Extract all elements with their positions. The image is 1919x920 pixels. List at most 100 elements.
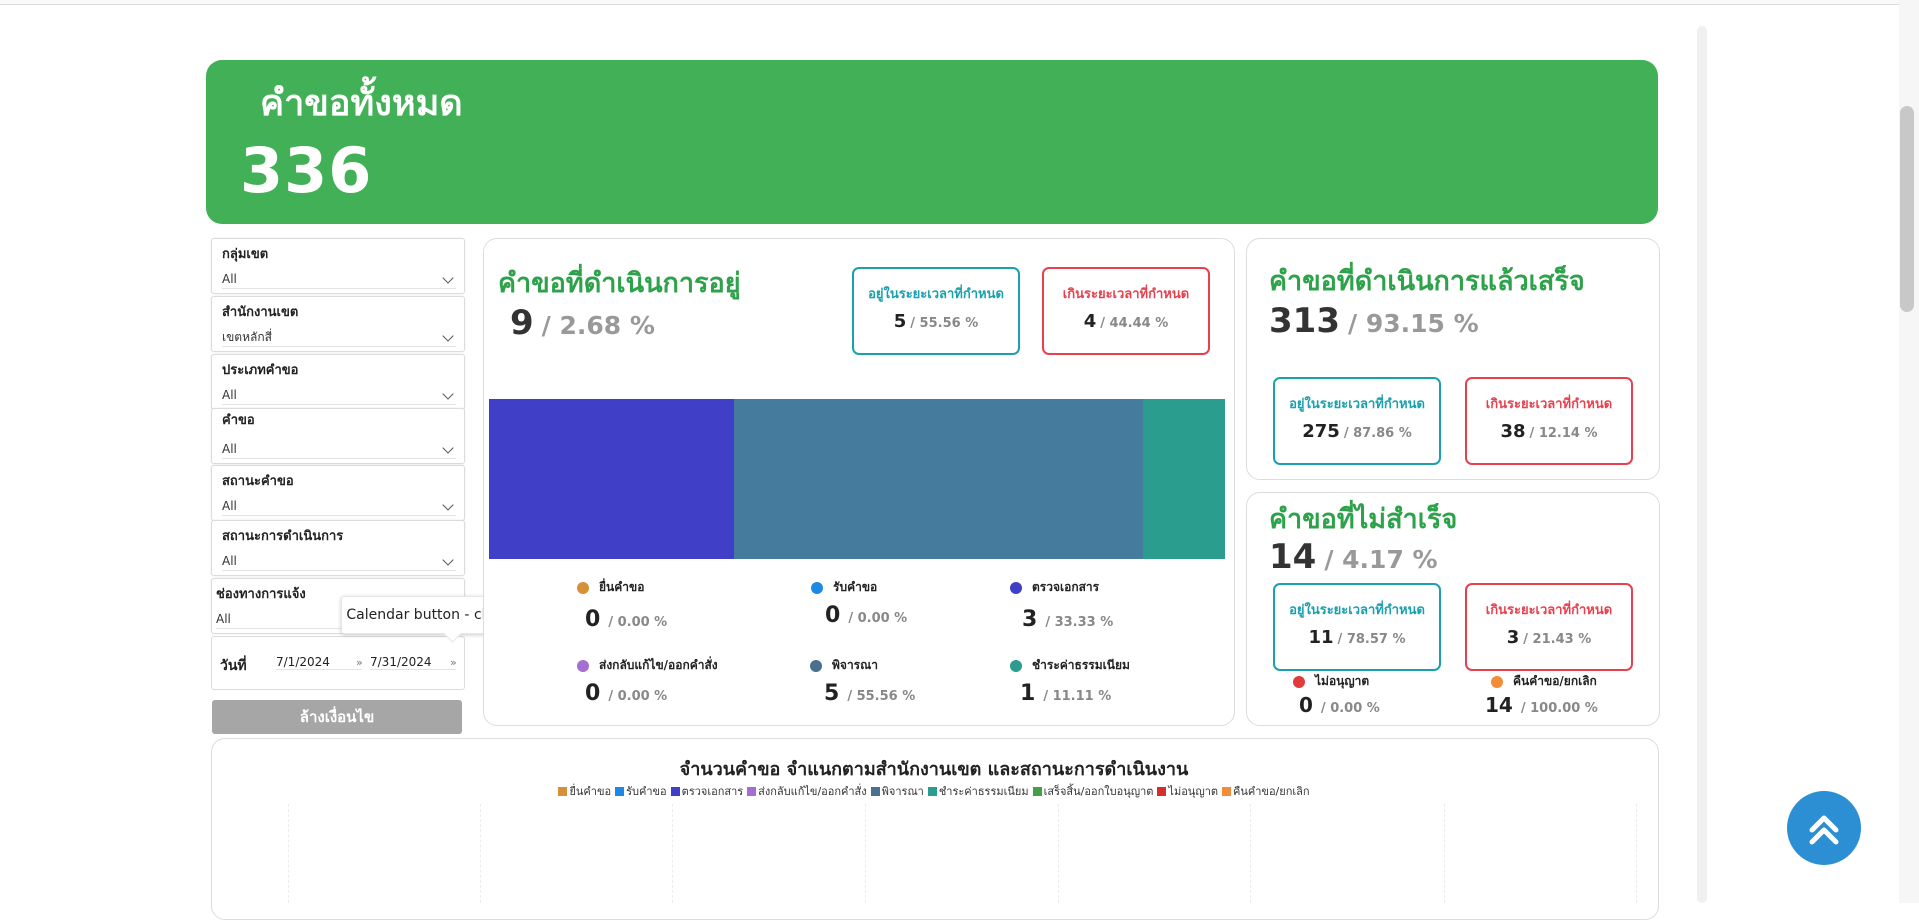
count-percent: / 4.17 % [1324,545,1438,574]
chevron-down-icon [442,272,454,284]
filter-label: สำนักงานเขต [222,305,299,320]
filter-request-status[interactable]: สถานะคำขอ All [211,465,465,521]
box-label: เกินระยะเวลาที่กำหนด [1485,603,1613,618]
filter-district-office[interactable]: สำนักงานเขต เขตหลักสี่ [211,296,465,352]
box-percent: / 44.44 % [1100,316,1169,331]
legend-dot [1010,659,1022,672]
stat-submit: ยื่นคำขอ 0 / 0.00 % [577,578,667,632]
filter-select[interactable]: All [216,610,456,629]
gridline [288,804,289,903]
start-date-input[interactable]: 7/1/2024 [276,655,362,670]
chart-title: จำนวนคำขอ จำแนกตามสำนักงานเขต และสถานะกา… [679,759,1189,780]
filter-process-status[interactable]: สถานะการดำเนินการ All [211,520,465,576]
legend-item[interactable]: เสร็จสิ้น/ออกใบอนุญาต [1032,782,1154,800]
filter-district-group[interactable]: กลุ่มเขต All [211,238,465,294]
legend-item[interactable]: ส่งกลับแก้ไข/ออกคำสั่ง [747,782,867,800]
bar-segment[interactable] [1143,399,1225,559]
page-scrollbar-thumb[interactable] [1900,106,1914,312]
stat-count: 0 [825,603,841,628]
stat-name: คืนคำขอ/ยกเลิก [1513,674,1597,688]
legend-swatch [615,787,625,796]
legend-item[interactable]: ยื่นคำขอ [558,782,611,800]
box-percent: / 55.56 % [910,316,979,331]
clear-filters-button[interactable]: ล้างเงื่อนไข [212,700,462,734]
filter-label: สถานะคำขอ [222,474,294,489]
filter-select[interactable]: All [222,497,456,516]
in-progress-within-time-box: อยู่ในระยะเวลาที่กำหนด 5/ 55.56 % [852,267,1020,355]
stat-count: 1 [1020,681,1036,706]
completed-panel: คำขอที่ดำเนินการแล้วเสร็จ 313/ 93.15 % อ… [1246,238,1660,480]
district-chart-panel [211,738,1659,920]
filter-request-type[interactable]: ประเภทคำขอ All [211,354,465,410]
in-progress-stacked-bar [489,399,1225,559]
stat-receive: รับคำขอ 0 / 0.00 % [811,578,907,628]
legend-label: เสร็จสิ้น/ออกใบอนุญาต [1043,785,1154,798]
banner-total-count: 336 [240,134,373,207]
legend-label: ยื่นคำขอ [569,785,612,798]
chevron-down-icon [442,330,454,342]
box-count: 38 [1500,421,1526,442]
stat-consider: พิจารณา 5 / 55.56 % [810,656,915,706]
box-value: 275/ 87.86 % [1275,421,1439,442]
box-percent: / 21.43 % [1523,632,1592,647]
dashboard-scrollbar[interactable] [1697,26,1707,903]
filter-label: ช่องทางการแจ้ง [216,587,306,602]
filter-request[interactable]: คำขอ All [211,408,465,464]
legend-dot [811,581,823,594]
legend-swatch [1157,787,1167,796]
end-date-input[interactable]: 7/31/2024 [370,655,456,670]
date-label: วันที่ [220,658,247,674]
completed-within-time-box: อยู่ในระยะเวลาที่กำหนด 275/ 87.86 % [1273,377,1441,465]
chart-legend: ยื่นคำขอ รับคำขอ ตรวจเอกสาร ส่งกลับแก้ไข/ออ… [211,782,1657,800]
total-requests-banner: คำขอทั้งหมด 336 [206,60,1658,224]
stat-return-cancel: คืนคำขอ/ยกเลิก 14 / 100.00 % [1485,672,1598,717]
box-label: เกินระยะเวลาที่กำหนด [1062,287,1190,302]
chevron-down-icon [442,554,454,566]
date-filter: วันที่ 7/1/2024 » 7/31/2024 » [211,636,465,690]
stat-document-check: ตรวจเอกสาร 3 / 33.33 % [1010,578,1113,632]
stat-count: 14 [1485,693,1513,717]
legend-swatch [870,787,880,796]
stat-count: 3 [1022,607,1038,632]
count-percent: / 93.15 % [1347,309,1479,338]
legend-label: คืนคำขอ/ยกเลิก [1233,785,1310,798]
filter-select[interactable]: All [222,386,456,405]
filter-select[interactable]: All [222,270,456,289]
legend-swatch [1222,787,1232,796]
in-progress-title: คำขอที่ดำเนินการอยู่ [498,268,741,299]
bar-segment[interactable] [489,399,735,559]
legend-item[interactable]: ตรวจเอกสาร [670,782,743,800]
legend-item[interactable]: พิจารณา [870,782,924,800]
double-chevron-up-icon[interactable] [1787,791,1861,865]
chevron-down-icon [442,388,454,400]
box-count: 3 [1506,627,1520,648]
filter-select[interactable]: เขตหลักสี่ [222,328,456,347]
completed-overdue-box: เกินระยะเวลาที่กำหนด 38/ 12.14 % [1465,377,1633,465]
legend-item[interactable]: รับคำขอ [615,782,667,800]
stat-percent: / 33.33 % [1045,615,1114,630]
filter-select[interactable]: All [222,552,456,571]
in-progress-count: 9/ 2.68 % [510,303,655,343]
chevron-down-icon [442,442,454,454]
legend-swatch [558,787,568,796]
filter-select[interactable]: All [222,440,456,459]
double-chevron-up-icon [1809,815,1839,845]
filter-label: ประเภทคำขอ [222,363,299,378]
calendar-icon[interactable]: » [356,656,363,669]
box-value: 38/ 12.14 % [1467,421,1631,442]
stat-name: ไม่อนุญาต [1315,674,1370,688]
stat-percent: / 0.00 % [608,615,668,630]
bar-segment[interactable] [734,399,1144,559]
box-count: 275 [1302,421,1340,442]
gridline [1250,804,1251,903]
legend-item[interactable]: ชำระค่าธรรมเนียม [927,782,1029,800]
calendar-icon[interactable]: » [450,656,457,669]
stat-name: ส่งกลับแก้ไข/ออกคำสั่ง [599,658,718,672]
legend-swatch [670,787,680,796]
legend-item[interactable]: คืนคำขอ/ยกเลิก [1222,782,1310,800]
legend-item[interactable]: ไม่อนุญาต [1157,782,1218,800]
stat-name: ตรวจเอกสาร [1032,580,1100,594]
legend-swatch [747,787,757,796]
legend-dot [1293,675,1305,688]
box-value: 5/ 55.56 % [854,311,1018,332]
